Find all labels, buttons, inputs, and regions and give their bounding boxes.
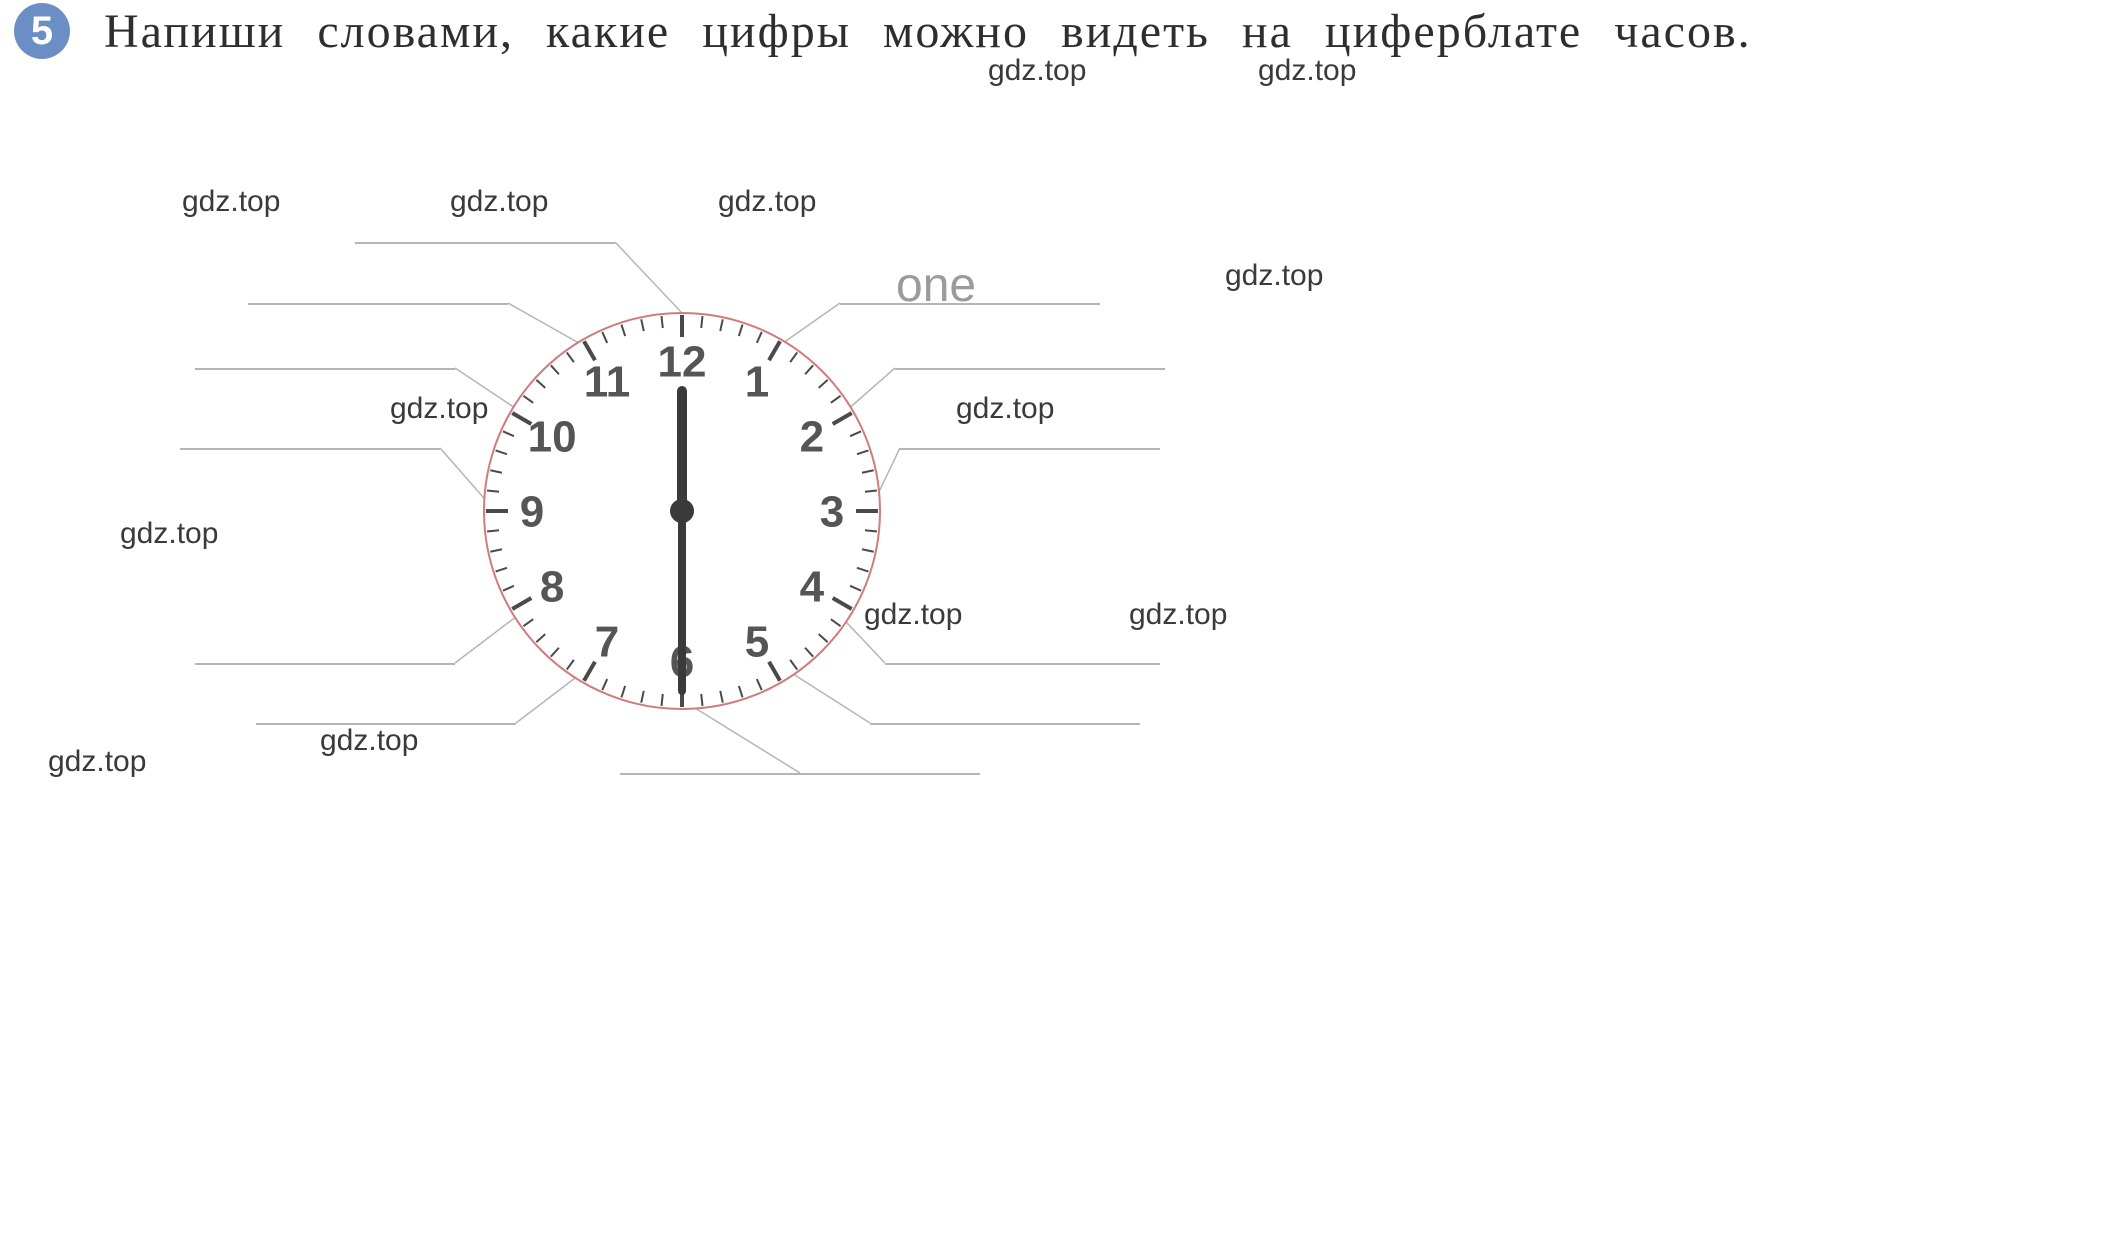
- clock-number: 9: [520, 487, 544, 536]
- clock-number: 4: [800, 562, 825, 611]
- line-5[interactable]: [870, 723, 1140, 725]
- line-9[interactable]: [180, 448, 440, 450]
- line-2[interactable]: [895, 368, 1165, 370]
- line-7[interactable]: [256, 723, 516, 725]
- answer-prefill-one: one: [896, 258, 976, 313]
- line-6[interactable]: [620, 773, 980, 775]
- clock-number: 10: [528, 412, 577, 461]
- clock-number: 5: [745, 617, 769, 666]
- line-4[interactable]: [885, 663, 1160, 665]
- clock-number: 2: [800, 412, 824, 461]
- clock-number: 1: [745, 357, 769, 406]
- line-10[interactable]: [195, 368, 455, 370]
- clock-face: 121234567891011: [0, 0, 2123, 1238]
- clock-number: 11: [584, 357, 631, 406]
- line-3[interactable]: [900, 448, 1160, 450]
- line-8[interactable]: [195, 663, 455, 665]
- line-12[interactable]: [355, 242, 615, 244]
- clock-number: 3: [820, 487, 844, 536]
- clock-number: 7: [595, 617, 619, 666]
- clock-number: 8: [540, 562, 564, 611]
- clock-number: 12: [658, 337, 707, 386]
- line-11[interactable]: [248, 303, 508, 305]
